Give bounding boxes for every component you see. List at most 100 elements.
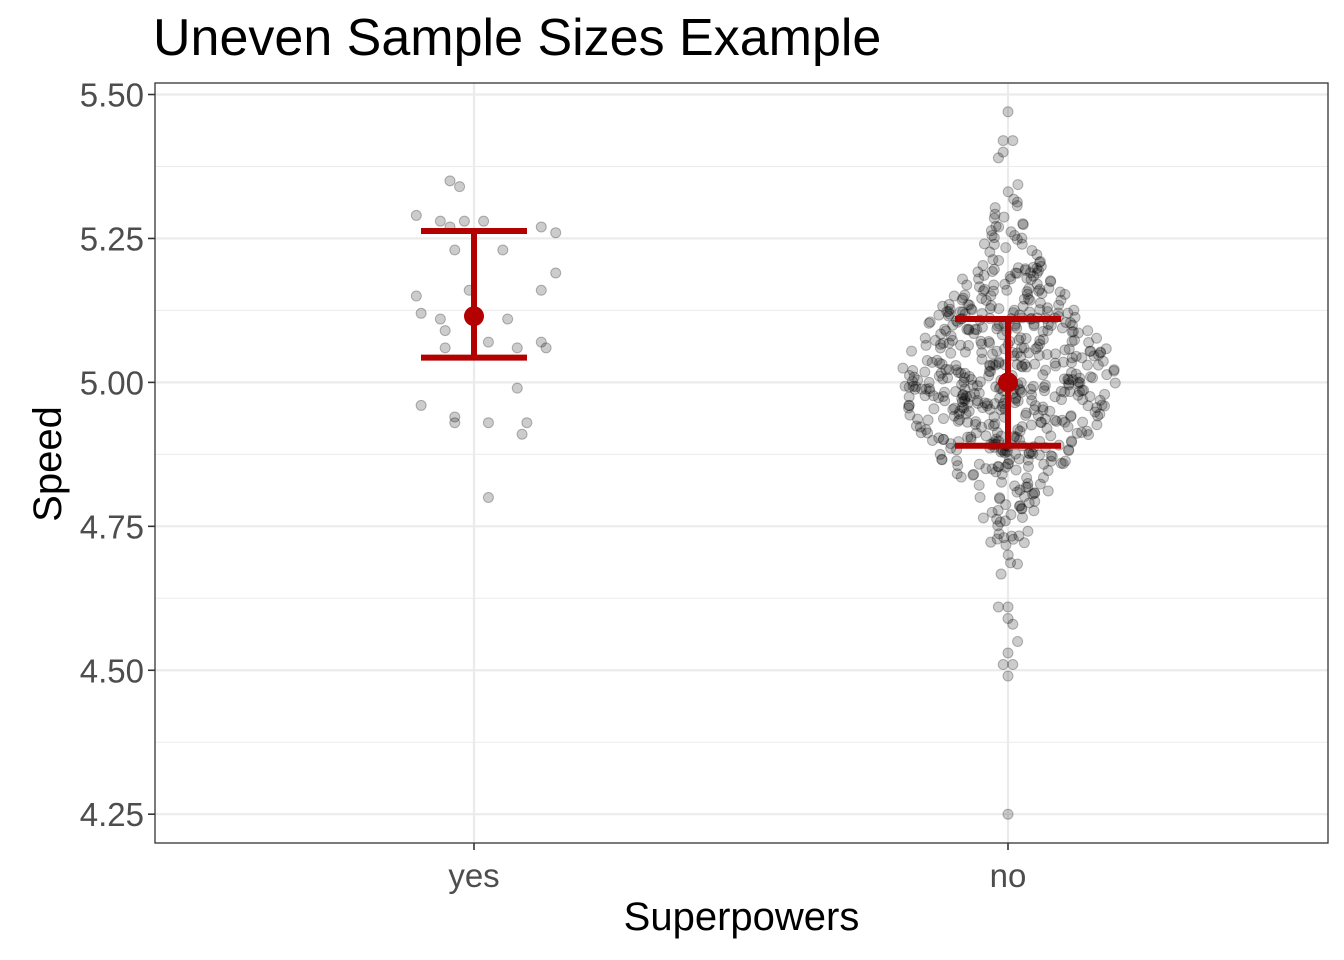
data-point — [1092, 410, 1104, 422]
data-point — [956, 393, 968, 405]
data-point — [1057, 458, 1069, 470]
data-point — [947, 319, 959, 331]
data-point — [943, 310, 955, 322]
data-point — [1031, 267, 1043, 279]
data-point — [954, 414, 966, 426]
data-point — [1078, 384, 1090, 396]
data-point — [940, 325, 952, 337]
data-point — [1005, 273, 1017, 285]
data-point — [1037, 369, 1049, 381]
data-point — [1002, 670, 1014, 682]
data-point — [933, 309, 945, 321]
data-point — [992, 520, 1004, 532]
data-point — [987, 285, 999, 297]
data-point — [985, 536, 997, 548]
data-point — [1042, 465, 1054, 477]
data-point — [1024, 306, 1036, 318]
data-point — [1097, 355, 1109, 367]
data-point — [988, 232, 1000, 244]
data-point — [963, 405, 975, 417]
data-point — [977, 285, 989, 297]
data-point — [981, 400, 993, 412]
data-point — [937, 337, 949, 349]
data-point — [1068, 334, 1080, 346]
data-point — [1025, 267, 1037, 279]
data-point — [1059, 386, 1071, 398]
y-tick-label: 5.50 — [80, 77, 144, 114]
data-point — [955, 471, 967, 483]
data-point — [1023, 347, 1035, 359]
data-point — [996, 468, 1008, 480]
data-point — [937, 434, 949, 446]
data-point — [984, 403, 996, 415]
data-point — [989, 208, 1001, 220]
data-point — [961, 279, 973, 291]
data-point — [956, 401, 968, 413]
data-point — [1091, 419, 1103, 431]
data-point — [1017, 300, 1029, 312]
data-point — [958, 402, 970, 414]
data-point — [990, 466, 1002, 478]
data-point — [1003, 458, 1015, 470]
y-tick-label: 4.50 — [80, 652, 144, 689]
data-point — [989, 398, 1001, 410]
data-point — [1002, 612, 1014, 624]
data-point — [1019, 263, 1031, 275]
data-point — [968, 468, 980, 480]
data-point — [1092, 359, 1104, 371]
data-point — [994, 392, 1006, 404]
data-point — [1058, 373, 1070, 385]
data-point — [927, 390, 939, 402]
data-point — [984, 337, 996, 349]
data-point — [1008, 304, 1020, 316]
data-point — [550, 227, 562, 239]
data-point — [1071, 427, 1083, 439]
data-point — [986, 265, 998, 277]
data-point — [933, 432, 945, 444]
data-point — [954, 405, 966, 417]
data-point — [964, 390, 976, 402]
data-point — [1015, 350, 1027, 362]
data-point — [934, 448, 946, 460]
data-point — [1011, 558, 1023, 570]
data-point — [944, 303, 956, 315]
data-point — [1019, 490, 1031, 502]
data-point — [912, 413, 924, 425]
data-point — [943, 337, 955, 349]
data-point — [983, 418, 995, 430]
data-point — [971, 324, 983, 336]
data-point — [921, 355, 933, 367]
data-point — [1002, 601, 1014, 613]
data-point — [991, 323, 1003, 335]
data-point — [1076, 426, 1088, 438]
data-point — [1000, 461, 1012, 473]
data-point — [984, 359, 996, 371]
data-point — [1020, 409, 1032, 421]
data-point — [434, 313, 446, 325]
data-point — [1039, 413, 1051, 425]
data-point — [1002, 647, 1014, 659]
data-point — [1029, 358, 1041, 370]
data-point — [1002, 186, 1014, 198]
data-point — [926, 434, 938, 446]
data-point — [949, 402, 961, 414]
data-point — [996, 476, 1008, 488]
data-point — [973, 479, 985, 491]
data-point — [973, 387, 985, 399]
data-point — [1041, 348, 1053, 360]
data-point — [1063, 379, 1075, 391]
data-point — [959, 289, 971, 301]
data-point — [1063, 343, 1075, 355]
data-point — [924, 316, 936, 328]
data-point — [1006, 530, 1018, 542]
data-point — [972, 397, 984, 409]
data-point — [1005, 557, 1017, 569]
data-point — [1059, 416, 1071, 428]
data-point — [919, 332, 931, 344]
data-point — [977, 512, 989, 524]
data-point — [943, 298, 955, 310]
data-point — [1022, 288, 1034, 300]
data-point — [963, 323, 975, 335]
data-point — [985, 300, 997, 312]
data-point — [1002, 808, 1014, 820]
